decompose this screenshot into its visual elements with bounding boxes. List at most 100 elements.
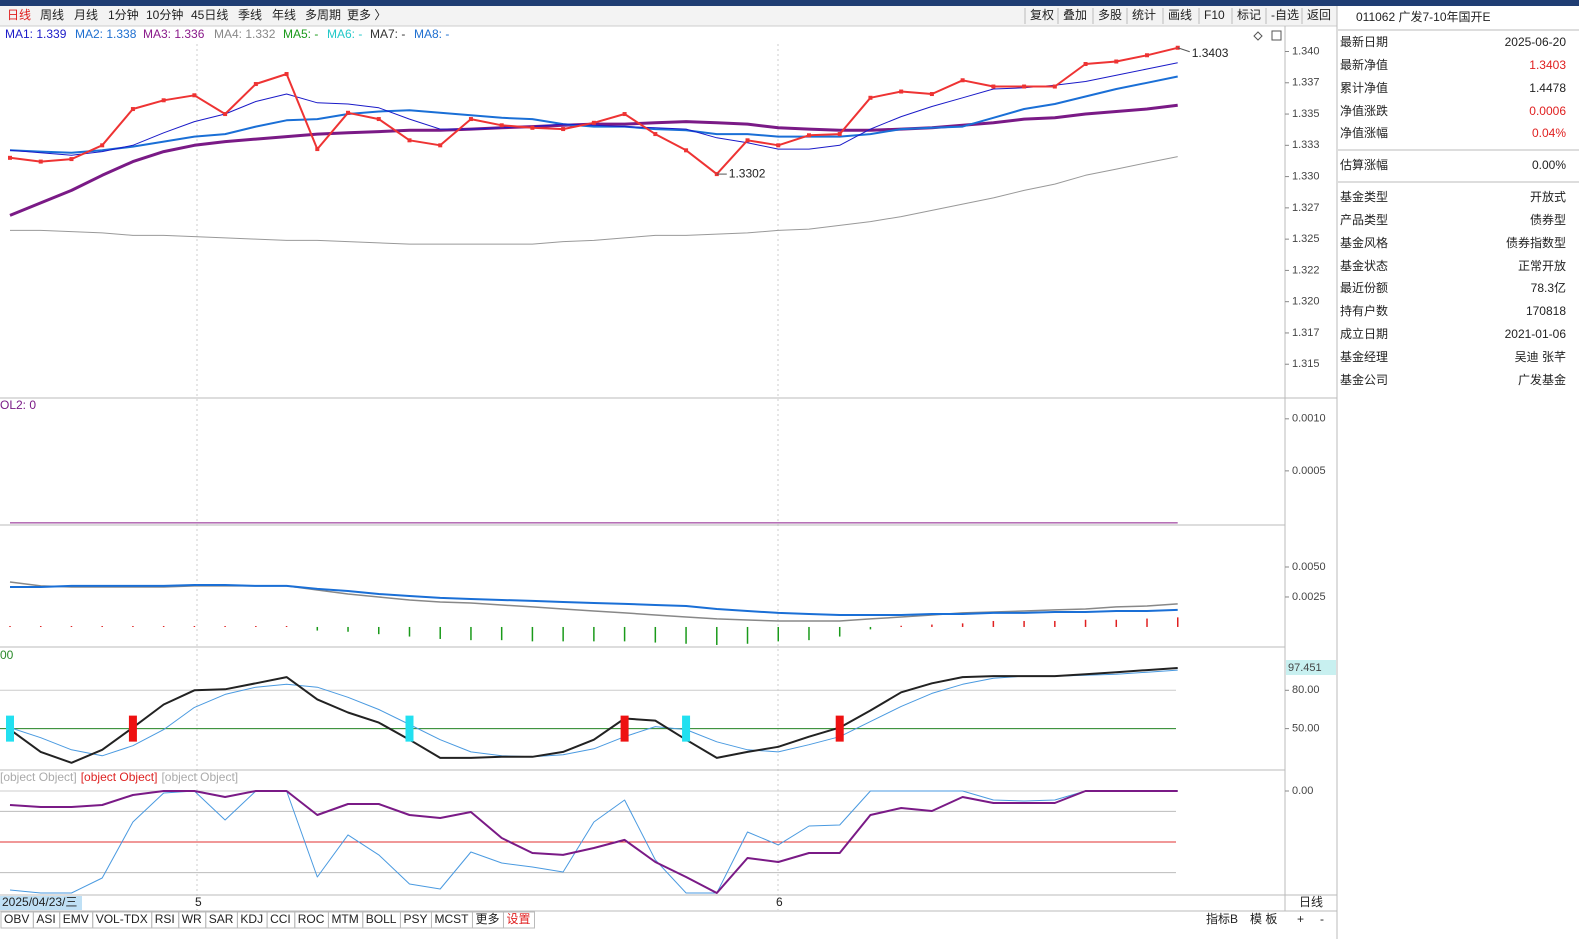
point — [837, 132, 842, 137]
info-label: 成立日期 — [1340, 326, 1388, 341]
toolbar-item[interactable]: -自选 — [1271, 8, 1299, 22]
point — [161, 98, 166, 103]
date-highlight — [0, 896, 82, 910]
tab[interactable]: KDJ — [240, 912, 263, 926]
toolbar-item[interactable]: 复权 — [1030, 8, 1054, 22]
toolbar-item[interactable]: 画线 — [1168, 8, 1192, 22]
tab-tool[interactable]: 指标B — [1206, 911, 1238, 926]
point — [899, 89, 904, 94]
fund-title: 011062 广发7-10年国开E — [1356, 9, 1491, 24]
point — [284, 72, 289, 77]
tab[interactable]: BOLL — [366, 912, 397, 926]
toolbar-item[interactable]: 标记 — [1237, 8, 1261, 22]
info-value: 正常开放 — [1518, 258, 1566, 273]
series-line — [9, 790, 1178, 894]
series-line — [9, 669, 1178, 758]
y-tick-label: 1.340 — [1292, 45, 1320, 57]
tab-tool[interactable]: - — [1320, 912, 1324, 926]
signal — [620, 715, 629, 742]
point — [1145, 53, 1150, 58]
x-label: 2025/04/23/三 — [2, 895, 77, 909]
info-label: 持有户数 — [1340, 303, 1388, 318]
signal — [128, 715, 137, 742]
info-label: 基金类型 — [1340, 189, 1388, 204]
toolbar-item[interactable]: 年线 — [272, 8, 296, 22]
tab[interactable]: ASI — [36, 912, 55, 926]
point — [530, 125, 535, 130]
y-tick-label: 0.0050 — [1292, 561, 1326, 573]
info-value: 2025-06-20 — [1505, 35, 1567, 49]
signal — [6, 715, 14, 742]
toolbar-item[interactable]: 日线 — [7, 8, 31, 22]
tab[interactable]: MCST — [434, 912, 469, 926]
tab[interactable]: RSI — [155, 912, 175, 926]
tab[interactable]: VOL-TDX — [96, 912, 148, 926]
toolbar-item[interactable]: 多周期 — [305, 8, 341, 22]
toolbar-item[interactable]: 更多 〉 — [347, 8, 386, 22]
toolbar-item[interactable]: F10 — [1204, 8, 1225, 22]
point — [346, 110, 351, 115]
x-label: 6 — [776, 895, 783, 909]
tab[interactable]: PSY — [403, 912, 427, 926]
signal — [405, 715, 414, 742]
tab[interactable]: CCI — [270, 912, 291, 926]
series-line — [9, 790, 1178, 894]
tab-tool[interactable]: 模 板 — [1250, 912, 1277, 926]
y-tick-label: 1.337 — [1292, 77, 1320, 89]
toolbar-item[interactable]: 1分钟 — [108, 7, 139, 22]
toolbar-item[interactable]: 统计 — [1132, 8, 1156, 22]
point — [407, 138, 412, 143]
tab[interactable]: EMV — [63, 912, 89, 926]
point — [315, 147, 320, 152]
ma-legend: MA7: - — [370, 27, 405, 41]
toolbar-item[interactable]: 季线 — [238, 8, 262, 22]
point — [438, 143, 443, 148]
info-value: 170818 — [1526, 304, 1566, 318]
info-value: 1.4478 — [1529, 81, 1566, 95]
tab-frame[interactable] — [502, 911, 535, 929]
info-label: 基金公司 — [1340, 372, 1388, 387]
toolbar-item[interactable]: 返回 — [1307, 8, 1331, 22]
point — [192, 93, 197, 98]
ma-legend: MA3: 1.336 — [143, 27, 205, 41]
ma-legend: MA6: - — [327, 27, 362, 41]
tab[interactable]: SAR — [209, 912, 234, 926]
icon[interactable] — [1271, 30, 1282, 41]
tab[interactable]: 设置 — [506, 912, 530, 926]
toolbar-item[interactable]: 叠加 — [1063, 8, 1087, 22]
y-tick-label: 1.320 — [1292, 296, 1320, 308]
annotation: 1.3403 — [1192, 46, 1229, 60]
icon[interactable] — [1253, 31, 1263, 41]
ma-legend: MA1: 1.339 — [5, 27, 67, 41]
point — [468, 117, 473, 122]
pane-label: 00 — [0, 648, 14, 662]
info-label: 累计净值 — [1340, 80, 1388, 95]
tab[interactable]: 更多 — [475, 912, 499, 926]
point — [745, 138, 750, 143]
point — [376, 117, 381, 122]
info-value: 广发基金 — [1518, 372, 1566, 387]
toolbar-item[interactable]: 周线 — [40, 8, 64, 22]
y-tick-label: 0.0005 — [1292, 465, 1326, 477]
series-line — [9, 46, 1178, 176]
point — [69, 157, 74, 162]
info-value: 2021-01-06 — [1505, 327, 1567, 341]
pane-borders — [0, 29, 1579, 912]
toolbar-item[interactable]: 10分钟 — [146, 7, 183, 22]
toolbar-item[interactable]: 45日线 — [191, 8, 228, 22]
point — [561, 127, 566, 132]
series-line — [10, 156, 1178, 245]
toolbar-item[interactable]: 月线 — [74, 8, 98, 22]
point — [960, 78, 965, 83]
title-bar — [0, 0, 1579, 6]
tab[interactable]: WR — [182, 912, 202, 926]
info-label: 基金状态 — [1340, 258, 1388, 273]
tab[interactable]: MTM — [331, 912, 358, 926]
tab[interactable]: ROC — [298, 912, 325, 926]
series-line — [10, 584, 1178, 616]
tab-tool[interactable]: + — [1297, 912, 1304, 926]
signal — [682, 715, 691, 742]
toolbar-item[interactable]: 多股 — [1098, 8, 1122, 22]
tab[interactable]: OBV — [4, 912, 29, 926]
pane-label: [object Object] — [81, 770, 158, 784]
